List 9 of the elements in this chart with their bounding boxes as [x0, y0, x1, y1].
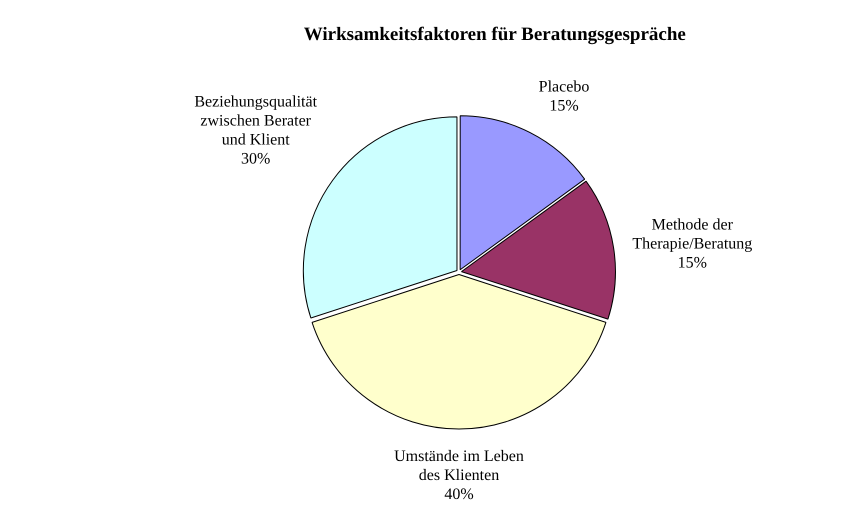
slice-label: Umstände im Leben des Klienten	[394, 448, 524, 484]
slice-label: Placebo	[538, 78, 590, 96]
chart-title: Wirksamkeitsfaktoren für Beratungsgespräche	[304, 24, 686, 45]
data-label: 30%	[241, 150, 270, 168]
slice-label: Methode der Therapie/Beratung	[632, 216, 752, 253]
data-label: 40%	[444, 486, 474, 504]
data-label: 15%	[549, 97, 579, 114]
data-label: 15%	[678, 254, 707, 272]
slice-label: Beziehungsqualität zwischen Berater und Klient	[194, 94, 318, 149]
